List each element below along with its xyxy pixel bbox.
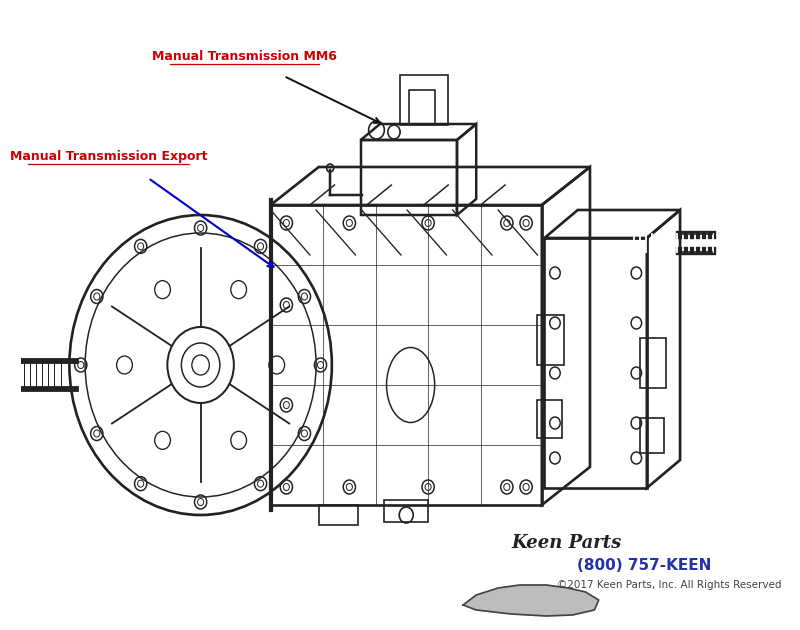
Bar — [640, 338, 666, 388]
Bar — [361, 140, 457, 215]
Text: Keen Parts: Keen Parts — [511, 534, 622, 552]
Polygon shape — [463, 585, 598, 616]
Text: ©2017 Keen Parts, Inc. All Rights Reserved: ©2017 Keen Parts, Inc. All Rights Reserv… — [557, 580, 782, 590]
Bar — [384, 500, 428, 522]
Text: Manual Transmission Export: Manual Transmission Export — [10, 150, 207, 163]
Text: (800) 757-KEEN: (800) 757-KEEN — [577, 558, 711, 573]
Text: Manual Transmission MM6: Manual Transmission MM6 — [152, 50, 337, 63]
Bar — [538, 315, 564, 365]
Bar — [538, 400, 562, 438]
Bar — [545, 238, 647, 488]
Bar — [400, 75, 448, 125]
Bar — [270, 205, 542, 505]
Bar — [640, 418, 664, 453]
Bar — [318, 505, 358, 525]
